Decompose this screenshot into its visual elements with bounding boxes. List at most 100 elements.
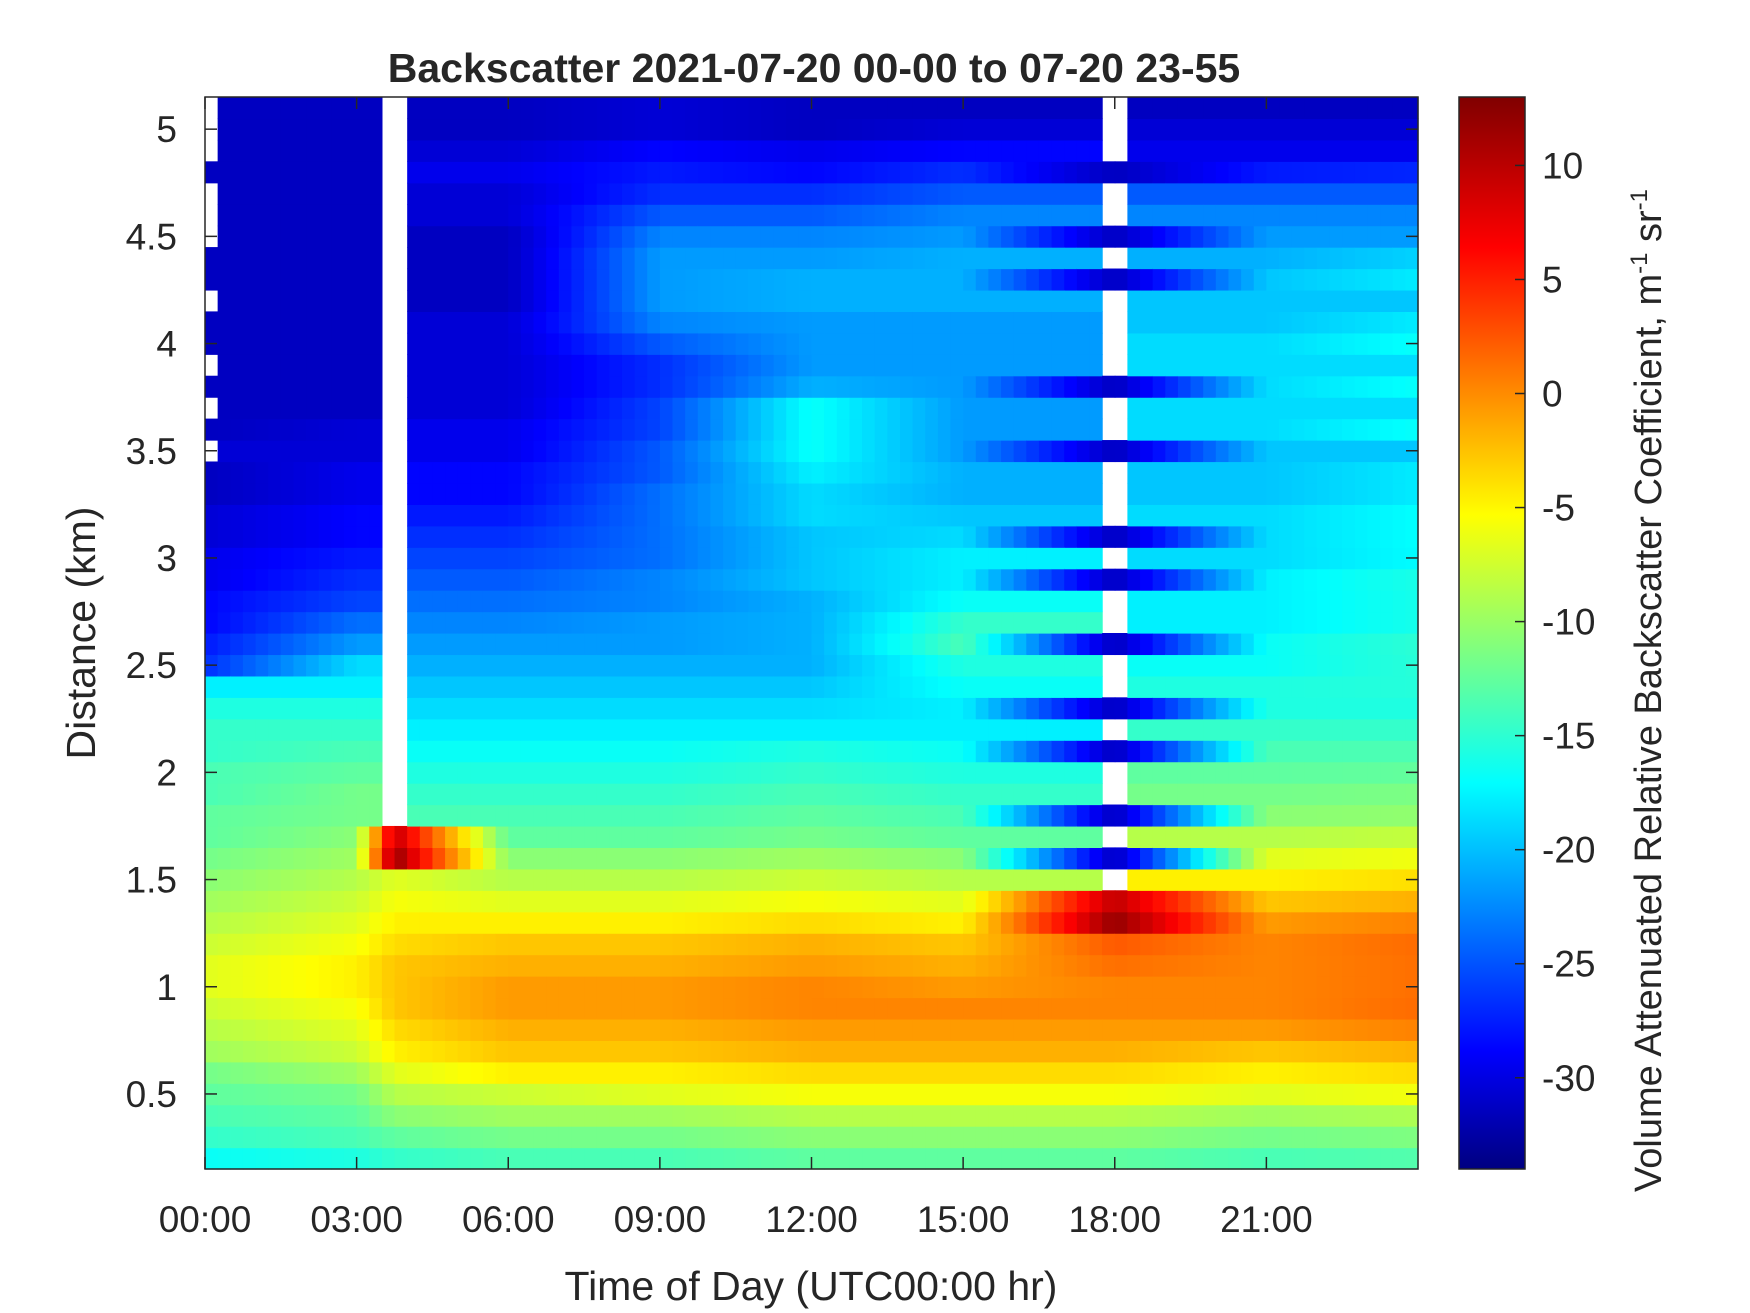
heatmap-cell (1051, 911, 1065, 934)
heatmap-cell (470, 611, 484, 634)
heatmap-cell (318, 268, 332, 291)
heatmap-cell (1291, 354, 1305, 377)
heatmap-cell (445, 504, 459, 527)
heatmap-cell (1190, 161, 1204, 184)
heatmap-cell (1190, 204, 1204, 227)
heatmap-cell (1165, 976, 1179, 999)
heatmap-cell (306, 1126, 320, 1149)
heatmap-cell (685, 118, 699, 141)
heatmap-cell (874, 697, 888, 720)
heatmap-cell (457, 740, 471, 763)
heatmap-cell (609, 225, 623, 248)
heatmap-cell (1152, 1018, 1166, 1041)
heatmap-cell (925, 761, 939, 784)
heatmap-cell (1001, 268, 1015, 291)
heatmap-cell (571, 997, 585, 1020)
heatmap-cell (457, 847, 471, 870)
heatmap-cell (1190, 504, 1204, 527)
heatmap-cell (331, 911, 345, 934)
heatmap-cell (1316, 997, 1331, 1020)
heatmap-cell (710, 268, 724, 291)
heatmap-cell (1026, 1018, 1040, 1041)
heatmap-cell (1392, 633, 1406, 656)
heatmap-cell (571, 375, 585, 398)
heatmap-cell (824, 590, 838, 613)
heatmap-cell (697, 761, 712, 784)
heatmap-cell (255, 997, 269, 1020)
heatmap-cell (343, 311, 358, 334)
heatmap-cell (925, 868, 939, 891)
heatmap-cell (1266, 397, 1280, 420)
heatmap-cell (217, 547, 231, 570)
heatmap-cell (735, 997, 749, 1020)
heatmap-cell (596, 933, 610, 956)
heatmap-cell (331, 97, 345, 120)
heatmap-cell (710, 311, 724, 334)
heatmap-cell (1241, 954, 1255, 977)
heatmap-cell (1316, 332, 1331, 355)
heatmap-cell (1013, 868, 1027, 891)
heatmap-cell (887, 675, 901, 698)
heatmap-cell (811, 954, 825, 977)
heatmap-cell (760, 783, 775, 806)
heatmap-cell (495, 1040, 509, 1063)
heatmap-cell (369, 418, 383, 441)
heatmap-cell (1140, 976, 1154, 999)
heatmap-cell (697, 268, 712, 291)
heatmap-cell (1266, 675, 1280, 698)
heatmap-cell (912, 311, 926, 334)
heatmap-cell (609, 418, 623, 441)
heatmap-cell (824, 761, 838, 784)
heatmap-cell (268, 354, 282, 377)
heatmap-cell (1380, 161, 1394, 184)
heatmap-cell (836, 761, 851, 784)
heatmap-cell (293, 697, 307, 720)
heatmap-cell (1241, 375, 1255, 398)
heatmap-cell (710, 697, 724, 720)
heatmap-cell (1038, 804, 1053, 827)
heatmap-cell (306, 1040, 320, 1063)
heatmap-cell (306, 611, 320, 634)
heatmap-cell (508, 997, 522, 1020)
heatmap-cell (1089, 654, 1103, 677)
heatmap-cell (508, 268, 522, 291)
heatmap-cell (230, 1083, 244, 1106)
heatmap-cell (621, 268, 636, 291)
heatmap-cell (432, 268, 446, 291)
heatmap-cell (1089, 225, 1103, 248)
heatmap-cell (925, 933, 939, 956)
heatmap-cell (723, 890, 737, 913)
heatmap-cell (268, 868, 282, 891)
heatmap-cell (634, 697, 648, 720)
heatmap-cell (1190, 225, 1204, 248)
heatmap-cell (710, 1061, 724, 1084)
heatmap-cell (280, 440, 295, 463)
heatmap-cell (1241, 461, 1255, 484)
heatmap-cell (710, 1083, 724, 1106)
heatmap-cell (508, 783, 522, 806)
heatmap-cell (647, 675, 661, 698)
heatmap-cell (1228, 997, 1242, 1020)
heatmap-cell (862, 804, 876, 827)
heatmap-cell (1279, 590, 1293, 613)
heatmap-cell (1102, 740, 1116, 763)
heatmap-cell (470, 890, 484, 913)
heatmap-cell (887, 847, 901, 870)
heatmap-cell (950, 783, 964, 806)
heatmap-cell (811, 182, 825, 205)
colorbar (1458, 96, 1526, 1170)
heatmap-cell (533, 911, 547, 934)
heatmap-cell (1064, 397, 1078, 420)
heatmap-cell (988, 933, 1002, 956)
heatmap-cell (1001, 718, 1015, 741)
heatmap-cell (963, 268, 977, 291)
heatmap-cell (242, 1083, 257, 1106)
heatmap-cell (369, 354, 383, 377)
heatmap-cell (1405, 568, 1419, 591)
heatmap-cell (1279, 332, 1293, 355)
heatmap-cell (988, 568, 1002, 591)
heatmap-cell (331, 740, 345, 763)
heatmap-cell (710, 1018, 724, 1041)
heatmap-cell (356, 547, 370, 570)
heatmap-cell (445, 247, 459, 270)
